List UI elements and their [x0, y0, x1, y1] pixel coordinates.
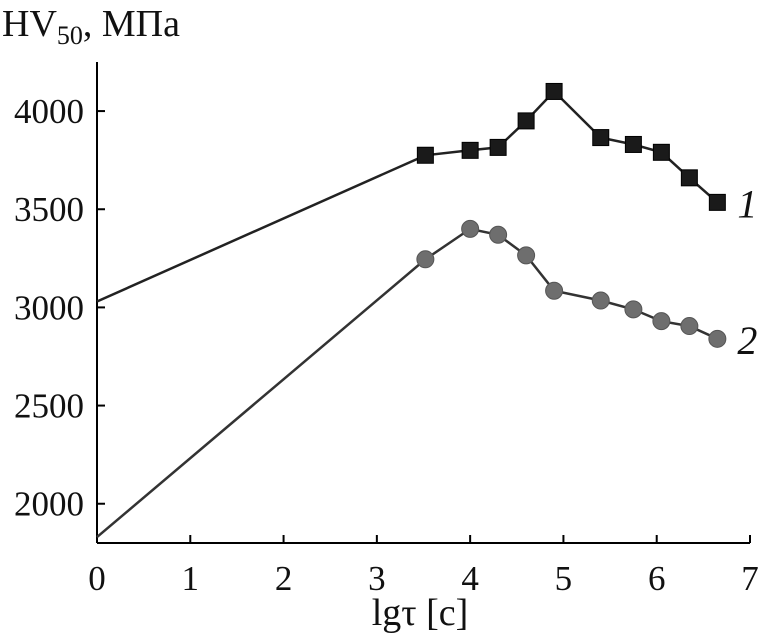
x-tick-label: 2 — [275, 559, 293, 598]
series-2-point — [545, 281, 564, 300]
series-1-point — [708, 193, 726, 211]
series-2: 2 — [96, 219, 757, 539]
series-1-point — [652, 143, 670, 161]
series-1-point — [545, 82, 563, 100]
series-1: 1 — [96, 82, 757, 303]
y-tick-label: 3000 — [14, 288, 84, 327]
series-layer: 12 — [96, 82, 757, 539]
series-2-point — [461, 219, 480, 238]
series-2-point — [489, 225, 508, 244]
axes — [96, 62, 750, 544]
series-1-point — [489, 138, 507, 156]
series-1-point — [624, 135, 642, 153]
series-2-point — [652, 312, 671, 331]
x-tick-label: 1 — [182, 559, 200, 598]
series-2-point — [624, 300, 643, 319]
series-2-point — [591, 291, 610, 310]
x-tick-label: 0 — [88, 559, 106, 598]
series-1-point — [517, 112, 535, 130]
series-2-point — [708, 329, 727, 348]
series-2-label: 2 — [737, 318, 757, 363]
series-1-point — [416, 146, 434, 164]
ticks: 0 1 2 3 4 5 6 7 2000 2500 3000 3500 4000 — [14, 92, 759, 598]
y-tick-label: 2500 — [14, 387, 84, 426]
x-tick-label: 6 — [648, 559, 666, 598]
series-2-point — [680, 317, 699, 336]
series-1-label: 1 — [737, 181, 757, 226]
series-1-point — [592, 129, 610, 147]
x-tick-label: 4 — [461, 559, 479, 598]
series-2-point — [517, 246, 536, 265]
series-1-point — [461, 141, 479, 159]
y-axis-title-subscript: 50 — [57, 21, 83, 50]
series-2-point — [416, 250, 435, 269]
y-tick-label: 3500 — [14, 190, 84, 229]
x-tick-label: 3 — [368, 559, 386, 598]
x-axis-title: lgτ [c] — [372, 592, 469, 634]
series-1-line — [96, 89, 719, 303]
x-tick-label: 5 — [555, 559, 573, 598]
y-axis-title: HV50, МПа — [2, 3, 180, 50]
x-tick-label: 7 — [741, 559, 759, 598]
y-tick-label: 4000 — [14, 92, 84, 131]
series-1-point — [680, 169, 698, 187]
series-2-line — [96, 227, 718, 539]
y-tick-label: 2000 — [14, 485, 84, 524]
